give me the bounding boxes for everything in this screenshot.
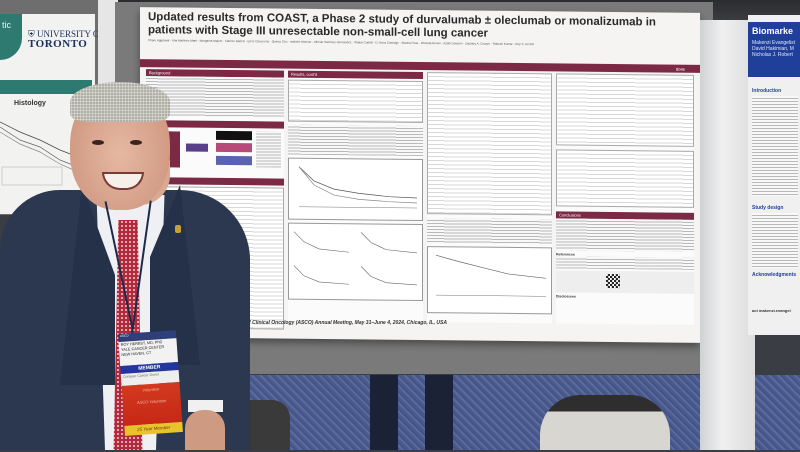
- randomization-box: [186, 143, 208, 152]
- forest-plot-os: [556, 73, 694, 147]
- right-contact: act makenzi.evangel: [752, 308, 791, 313]
- poster-footer: Presented at the 2024 American Society o…: [150, 320, 447, 326]
- column-4: Conclusions References Disclosures: [556, 73, 694, 325]
- shirt-cuff: [188, 400, 223, 412]
- right-section-study-design: Study design: [752, 205, 784, 211]
- institution-prefix: UNIVERSITY OF: [37, 29, 105, 39]
- crest-icon: ⛨: [28, 29, 35, 39]
- disclosures-header: Disclosures: [556, 294, 576, 299]
- leg-left: [370, 375, 398, 450]
- right-poster-authors: Makenzi Evangelist David Hakimian, M Nic…: [752, 40, 800, 58]
- right-poster-title: Biomarke: [752, 26, 794, 36]
- eye-left: [92, 140, 104, 145]
- poster-number: 8046: [676, 66, 685, 72]
- leg-right: [425, 375, 453, 450]
- conclusions-text: [556, 218, 694, 252]
- safety-table: [556, 149, 694, 208]
- institution-name: TORONTO: [28, 38, 88, 50]
- left-chart-title: Histology: [14, 100, 46, 107]
- ribbon-asco-volunteer: ASCO Volunteer: [136, 397, 167, 405]
- right-author-2: David Hakimian, M: [752, 46, 794, 52]
- section-header-results-contd: Results, cont'd: [288, 70, 423, 80]
- eye-right: [130, 140, 142, 145]
- background-person-legs: [370, 375, 460, 450]
- arm-monalizumab: [216, 155, 252, 166]
- right-author-3: Nicholas J. Robert: [752, 52, 793, 58]
- qr-code[interactable]: [606, 273, 620, 289]
- results-text: [288, 124, 423, 157]
- subgroup-km-plots: [288, 222, 423, 302]
- left-poster-section-bar: [0, 80, 92, 94]
- left-poster-title: tic: [2, 20, 11, 30]
- efficacy-table: [288, 79, 423, 124]
- left-poster-title-band: [0, 14, 22, 60]
- right-study-text: [752, 213, 798, 268]
- booth-divider-right: [700, 20, 755, 450]
- conference-badge: ASCO ROY HERBST, MD, PhD YALE CANCER CEN…: [117, 330, 184, 452]
- os-km-plot: [427, 246, 552, 315]
- pfs-km-plot: [288, 157, 423, 222]
- hand: [185, 410, 225, 450]
- right-poster-header: [748, 22, 800, 77]
- survival-curve-chart: [0, 121, 79, 186]
- column-3: [427, 72, 552, 324]
- right-intro-text: [752, 96, 798, 196]
- main-poster: Updated results from COAST, a Phase 2 st…: [140, 7, 700, 343]
- right-author-1: Makenzi Evangelist: [752, 40, 796, 46]
- safety-text: [427, 218, 552, 245]
- university-logo: ⛨ UNIVERSITY OF TORONTO: [28, 30, 104, 50]
- references-text: [556, 256, 694, 270]
- right-section-acknowledgments: Acknowledgments: [752, 272, 797, 278]
- arm-durvalumab: [216, 130, 252, 141]
- forest-plot-pfs: [427, 72, 552, 216]
- lapel-pin-icon: [175, 225, 181, 233]
- endpoints-text: [256, 131, 281, 168]
- column-2: Results, cont'd: [288, 70, 423, 323]
- badge-volunteer-ribbon: Volunteer ASCO Volunteer: [121, 381, 183, 426]
- acknowledgments-box: [556, 270, 694, 294]
- chair-right: [540, 395, 670, 450]
- hair: [70, 82, 170, 122]
- right-section-introduction: Introduction: [752, 88, 782, 94]
- arm-oleclumab: [216, 142, 252, 153]
